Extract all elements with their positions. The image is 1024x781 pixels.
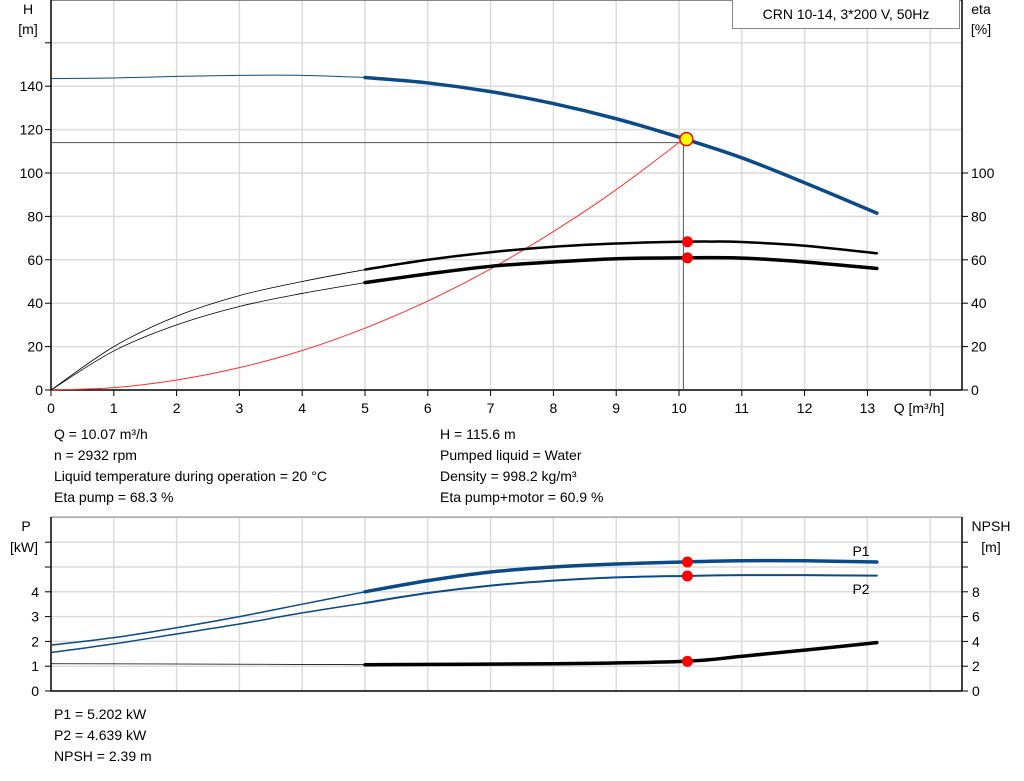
y-axis-label-left: P: [21, 518, 30, 534]
head-curve-extrapolated: [50, 74, 366, 80]
info-npsh: NPSH = 2.39 m: [54, 748, 152, 764]
y-tick-label-left: 2: [31, 633, 39, 649]
p2-label: P2: [852, 581, 869, 597]
x-tick-label: 11: [735, 400, 750, 416]
x-tick-label: 8: [550, 400, 558, 416]
info-top-left: Q = 10.07 m³/h n = 2932 rpm Liquid tempe…: [54, 424, 327, 508]
duty-point-npsh: [681, 655, 693, 667]
info-density: Density = 998.2 kg/m³: [440, 468, 577, 484]
y-tick-label-right: 0: [972, 683, 980, 699]
info-temperature: Liquid temperature during operation = 20…: [54, 468, 327, 484]
x-tick-label: 6: [424, 400, 432, 416]
y-tick-label-right: 6: [972, 609, 980, 625]
y-axis-label-left: H: [23, 1, 33, 17]
y-tick-label-right: 20: [971, 339, 987, 355]
x-tick-label: 12: [797, 400, 813, 416]
y-tick-label-right: 8: [972, 584, 980, 600]
p1-curve-extrapolated: [50, 591, 366, 646]
eta-pump-motor-curve-extrapolated: [50, 282, 366, 391]
eta-pump-motor-curve: [363, 255, 879, 285]
x-tick-label: 10: [671, 400, 687, 416]
y-tick-label-left: 80: [27, 208, 43, 224]
duty-point-head: [679, 131, 694, 147]
y-tick-label-left: 20: [27, 339, 43, 355]
x-tick-label: 7: [487, 400, 495, 416]
duty-point-p1: [681, 556, 693, 568]
p2-curve-extrapolated: [50, 602, 366, 654]
p2-curve: [364, 574, 878, 604]
info-top-right: H = 115.6 m Pumped liquid = Water Densit…: [440, 424, 603, 508]
x-tick-label: 9: [612, 400, 620, 416]
info-p1: P1 = 5.202 kW: [54, 706, 147, 722]
head-curve: [363, 75, 879, 215]
x-tick-label: 3: [236, 400, 244, 416]
y-tick-label-left: 3: [31, 609, 39, 625]
x-tick-label: 5: [361, 400, 369, 416]
info-q: Q = 10.07 m³/h: [54, 426, 148, 442]
x-axis-label: Q [m³/h]: [894, 400, 945, 416]
eta-pump-curve-extrapolated: [50, 269, 366, 391]
y-axis-unit-left: [kW]: [10, 539, 38, 555]
y-tick-label-right: 100: [971, 165, 995, 181]
y-tick-label-left: 0: [31, 683, 39, 699]
duty-point-p2: [681, 570, 693, 582]
y-tick-label-right: 80: [971, 208, 987, 224]
info-p2: P2 = 4.639 kW: [54, 727, 147, 743]
y-tick-label-right: 0: [971, 382, 979, 398]
y-tick-label-left: 1: [31, 658, 39, 674]
y-axis-label-right: NPSH: [972, 518, 1011, 534]
info-eta-pump: Eta pump = 68.3 %: [54, 489, 174, 505]
y-tick-label-right: 4: [972, 633, 980, 649]
info-speed: n = 2932 rpm: [54, 447, 137, 463]
info-bottom: P1 = 5.202 kW P2 = 4.639 kW NPSH = 2.39 …: [54, 704, 152, 767]
y-tick-label-left: 0: [35, 382, 43, 398]
y-tick-label-left: 140: [20, 78, 44, 94]
y-tick-label-right: 2: [972, 658, 980, 674]
duty-point-eta-pump: [681, 236, 693, 248]
y-tick-label-left: 60: [27, 252, 43, 268]
chart-title: CRN 10-14, 3*200 V, 50Hz: [732, 0, 960, 29]
system-curve: [50, 138, 684, 391]
info-liquid: Pumped liquid = Water: [440, 447, 582, 463]
info-head: H = 115.6 m: [440, 426, 516, 442]
y-tick-label-left: 40: [27, 295, 43, 311]
y-axis-unit-left: [m]: [18, 21, 37, 37]
eta-pump-curve: [363, 240, 879, 271]
y-tick-label-left: 100: [20, 165, 44, 181]
x-tick-label: 13: [860, 400, 876, 416]
y-axis-label-right: eta: [971, 1, 991, 17]
p1-label: P1: [852, 543, 869, 559]
y-tick-label-right: 40: [971, 295, 987, 311]
y-tick-label-left: 120: [20, 122, 44, 138]
npsh-curve: [363, 640, 879, 667]
y-tick-label-left: 4: [31, 584, 39, 600]
y-tick-label-right: 60: [971, 252, 987, 268]
y-axis-unit-right: [%]: [971, 21, 991, 37]
npsh-curve-extrapolated: [50, 663, 366, 666]
info-eta-pump-motor: Eta pump+motor = 60.9 %: [440, 489, 604, 505]
x-tick-label: 2: [173, 400, 181, 416]
p1-curve: [363, 558, 879, 594]
duty-point-eta-pump-motor: [681, 252, 693, 264]
x-tick-label: 0: [47, 400, 55, 416]
x-tick-label: 4: [298, 400, 306, 416]
y-axis-unit-right: [m]: [981, 539, 1000, 555]
x-tick-label: 1: [110, 400, 118, 416]
